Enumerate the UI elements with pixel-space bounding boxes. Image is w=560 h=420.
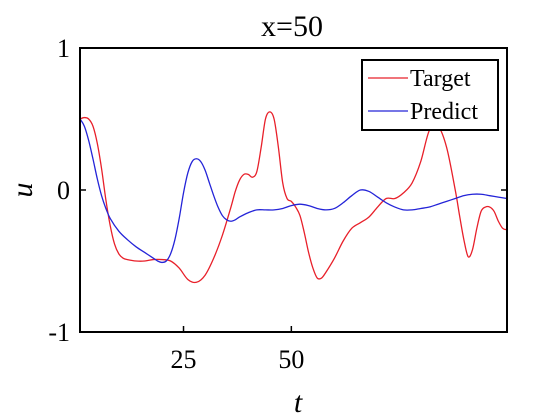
chart-title: x=50 [261,10,323,43]
y-tick-label: 1 [57,34,70,63]
y-tick-label: -1 [48,318,70,347]
legend: Target Predict [361,59,499,131]
x-tick-label: 50 [278,345,304,374]
x-tick-label: 25 [171,345,197,374]
x-axis-label: t [294,386,303,419]
series-line-target [79,111,508,284]
tick-layer: 25 50 -1 0 1 [48,34,507,374]
y-axis-label: u [6,183,39,198]
legend-box [361,59,499,131]
y-tick-label: 0 [57,176,70,205]
series-line-predict [79,118,508,264]
series-layer [79,111,508,284]
legend-label-predict: Predict [410,99,478,125]
legend-label-target: Target [410,66,471,92]
